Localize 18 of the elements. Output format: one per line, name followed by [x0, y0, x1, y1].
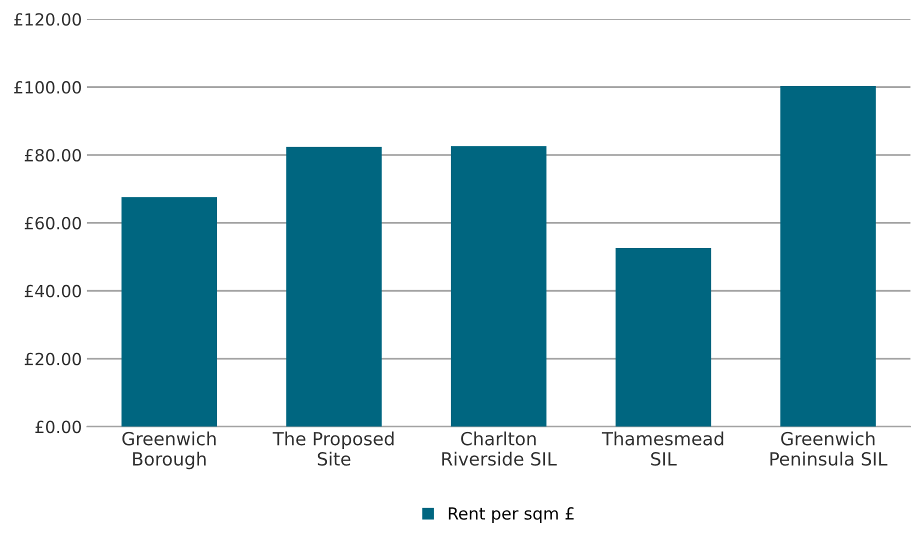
y-tick-label: £100.00: [14, 81, 81, 94]
y-tick-label: £0.00: [35, 420, 81, 434]
bar: [616, 248, 712, 427]
x-tick-label: The Proposed Site: [272, 432, 394, 466]
y-tick-label: £40.00: [24, 284, 81, 298]
legend-label: Rent per sqm £: [448, 507, 574, 523]
x-tick-label: Greenwich Peninsula SIL: [770, 432, 888, 466]
bar: [450, 146, 546, 427]
bar: [286, 146, 382, 427]
y-tick-label: £60.00: [24, 216, 81, 230]
y-tick-label: £120.00: [14, 13, 81, 26]
y-tick-label: £20.00: [24, 352, 81, 366]
x-tick-label: Greenwich Borough: [122, 432, 216, 470]
y-tick-label: £80.00: [24, 148, 81, 162]
bar: [122, 197, 218, 427]
x-tick-label: Thamesmead SIL: [602, 432, 724, 466]
bar: [780, 86, 876, 427]
x-tick-label: Charlton Riverside SIL: [442, 432, 557, 466]
